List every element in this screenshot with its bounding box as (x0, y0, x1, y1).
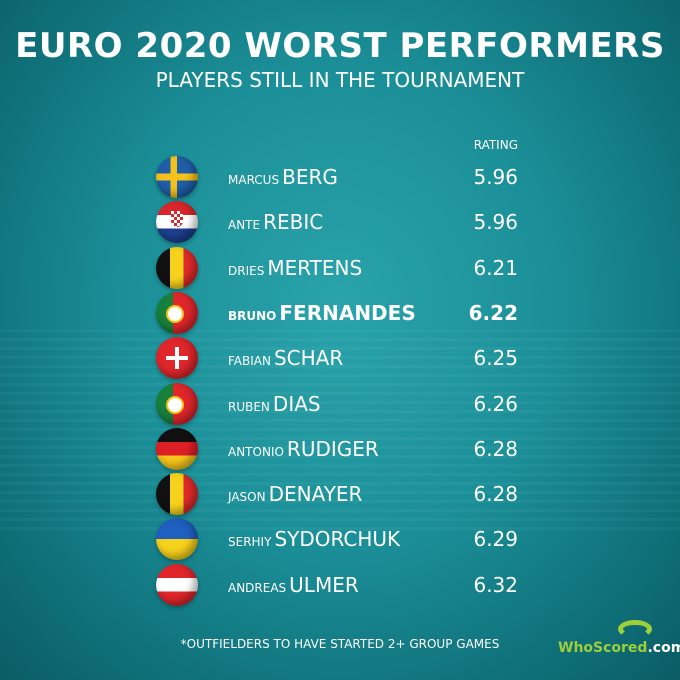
belgium-flag-icon (156, 473, 198, 516)
player-row: ANTONIO RUDIGER 6.28 (156, 427, 518, 470)
rating-value: 6.25 (473, 346, 518, 371)
germany-flag-icon (156, 427, 198, 470)
rating-value: 5.96 (473, 210, 518, 235)
portugal-flag-icon (156, 382, 198, 425)
subtitle: PLAYERS STILL IN THE TOURNAMENT (155, 68, 525, 92)
first-name: DRIES (228, 263, 265, 278)
player-row: JASON DENAYER 6.28 (156, 473, 518, 516)
rating-value: 6.32 (473, 572, 518, 597)
sweden-flag-icon (156, 156, 198, 198)
player-row: ANTE REBIC 5.96 (156, 201, 518, 244)
first-name: FABIAN (228, 354, 271, 369)
player-row: RUBEN DIAS 6.26 (156, 382, 518, 425)
first-name: ANDREAS (228, 580, 287, 595)
rating-value: 6.26 (473, 391, 518, 416)
footnote: *OUTFIELDERS TO HAVE STARTED 2+ GROUP GA… (180, 637, 500, 651)
first-name: RUBEN (228, 399, 270, 414)
player-name: ANTE REBIC (228, 210, 448, 234)
first-name: BRUNO (228, 308, 277, 323)
player-name: JASON DENAYER (228, 482, 448, 506)
croatia-flag-icon (156, 201, 198, 244)
first-name: ANTONIO (228, 444, 284, 459)
last-name: FERNANDES (279, 300, 416, 325)
first-name: JASON (228, 490, 266, 505)
ukraine-flag-icon (156, 518, 198, 561)
player-name: ANDREAS ULMER (228, 573, 448, 597)
player-name: RUBEN DIAS (228, 392, 448, 416)
player-name: DRIES MERTENS (228, 256, 448, 280)
rating-column-header: RATING (473, 138, 518, 152)
player-name: SERHIY SYDORCHUK (228, 527, 448, 551)
whoscored-logo: WhoScored.com (558, 620, 680, 656)
rating-value: 5.96 (473, 165, 518, 189)
austria-flag-icon (156, 563, 198, 606)
rating-value: 6.22 (468, 300, 518, 325)
first-name: MARCUS (228, 173, 280, 187)
player-row: DRIES MERTENS 6.21 (156, 246, 518, 289)
player-row: FABIAN SCHAR 6.25 (156, 337, 518, 380)
belgium-flag-icon (156, 246, 198, 289)
last-name: BERG (282, 165, 338, 189)
last-name: SCHAR (273, 346, 344, 371)
last-name: ULMER (289, 572, 359, 597)
title: EURO 2020 WORST PERFORMERS (15, 26, 665, 66)
question-mark-logo-icon (618, 620, 652, 638)
last-name: SYDORCHUK (274, 527, 401, 552)
portugal-flag-icon (156, 291, 198, 334)
player-row: ANDREAS ULMER 6.32 (156, 563, 518, 606)
player-name: MARCUS BERG (228, 165, 448, 189)
last-name: DENAYER (268, 482, 363, 507)
player-row: BRUNO FERNANDES 6.22 (156, 291, 518, 334)
switzerland-flag-icon (156, 337, 198, 380)
first-name: ANTE (228, 218, 261, 233)
rating-value: 6.29 (473, 527, 518, 552)
last-name: MERTENS (267, 255, 363, 280)
player-row: MARCUS BERG 5.96 (156, 156, 518, 198)
last-name: DIAS (272, 391, 321, 416)
first-name: SERHIY (228, 535, 272, 550)
rating-value: 6.28 (473, 436, 518, 461)
rating-value: 6.21 (473, 255, 518, 280)
last-name: REBIC (263, 210, 324, 235)
player-name: BRUNO FERNANDES (228, 301, 448, 325)
player-name: ANTONIO RUDIGER (228, 437, 448, 461)
player-row: SERHIY SYDORCHUK 6.29 (156, 518, 518, 561)
rating-value: 6.28 (473, 482, 518, 507)
player-name: FABIAN SCHAR (228, 346, 448, 370)
last-name: RUDIGER (286, 436, 379, 461)
